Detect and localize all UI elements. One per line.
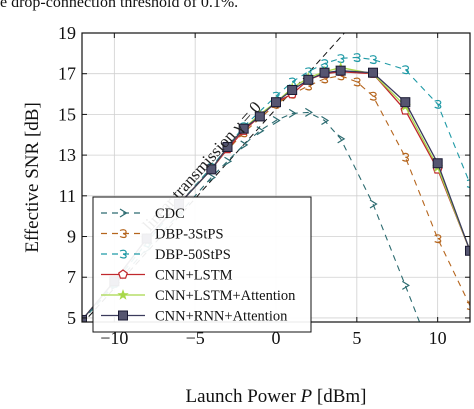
triangle-marker — [224, 156, 233, 166]
pentagon-marker — [117, 269, 129, 279]
legend-label-cnn-lstm: CNN+LSTM — [155, 268, 233, 284]
legend-box — [92, 196, 312, 333]
x-tick-label: 5 — [352, 328, 361, 348]
spiral-marker — [321, 59, 329, 69]
square-marker — [368, 67, 378, 78]
spiral-marker — [119, 229, 127, 239]
series-cnn-rnn-attention — [82, 65, 470, 322]
triangle-marker — [288, 108, 297, 118]
caption-text: e drop-connection threshold of 0.1%. — [0, 0, 239, 11]
square-marker — [118, 310, 128, 321]
legend-label-cdc: CDC — [155, 206, 185, 222]
square-marker — [206, 164, 217, 175]
axis-ticks: −10 −5 0 5 10 5 7 9 11 13 15 17 19 — [58, 23, 470, 348]
square-marker — [82, 314, 87, 322]
star-marker — [117, 289, 129, 300]
legend-label-cnn-lstm-attention: CNN+LSTM+Attention — [155, 288, 296, 304]
square-marker — [432, 158, 443, 169]
triangle-marker — [119, 208, 128, 218]
triangle-marker — [240, 140, 249, 150]
square-marker — [319, 67, 330, 78]
y-tick-label: 15 — [58, 104, 76, 124]
spiral-marker — [369, 91, 377, 101]
square-marker — [271, 97, 281, 108]
y-tick-label: 19 — [58, 23, 76, 43]
legend: CDC DBP-3StPS DBP-50StPS CNN+LSTM CNN+LSTM+A… — [92, 196, 312, 333]
spiral-marker — [369, 55, 377, 64]
square-marker — [303, 74, 314, 85]
y-tick-label: 9 — [67, 227, 76, 247]
square-marker — [335, 65, 346, 76]
triangle-marker — [369, 199, 378, 209]
spiral-marker — [434, 99, 442, 109]
legend-label-dbp-3stps: DBP-3StPS — [155, 227, 224, 243]
y-tick-label: 11 — [59, 186, 76, 206]
square-marker — [287, 84, 298, 95]
triangle-marker — [208, 172, 216, 183]
y-tick-label: 7 — [67, 267, 76, 287]
square-marker — [400, 97, 411, 108]
spiral-marker — [119, 249, 127, 259]
triangle-marker — [272, 116, 281, 126]
x-tick-label: 10 — [429, 328, 447, 348]
triangle-marker — [402, 280, 410, 290]
spiral-marker — [402, 152, 410, 162]
triangle-marker — [435, 365, 442, 373]
square-marker — [465, 245, 470, 256]
legend-label-dbp-50stps: DBP-50StPS — [155, 247, 231, 263]
y-tick-label: 13 — [58, 145, 76, 165]
spiral-marker — [337, 54, 345, 63]
spiral-marker — [434, 234, 442, 244]
x-tick-label: 0 — [272, 328, 281, 348]
square-marker — [254, 111, 265, 122]
x-tick-label: −5 — [186, 328, 205, 348]
square-marker — [238, 123, 249, 134]
triangle-marker — [305, 107, 313, 117]
y-tick-label: 17 — [58, 64, 76, 84]
square-marker — [222, 141, 233, 152]
y-tick-label: 5 — [67, 308, 76, 328]
triangle-marker — [321, 116, 330, 126]
x-axis-label: Launch Power P [dBm] — [186, 386, 367, 407]
triangle-marker — [337, 134, 346, 144]
x-tick-label: −10 — [100, 328, 128, 348]
y-axis-label: Effective SNR [dB] — [22, 102, 43, 253]
triangle-marker — [256, 126, 265, 136]
legend-label-cnn-rnn-attention: CNN+RNN+Attention — [155, 309, 288, 325]
